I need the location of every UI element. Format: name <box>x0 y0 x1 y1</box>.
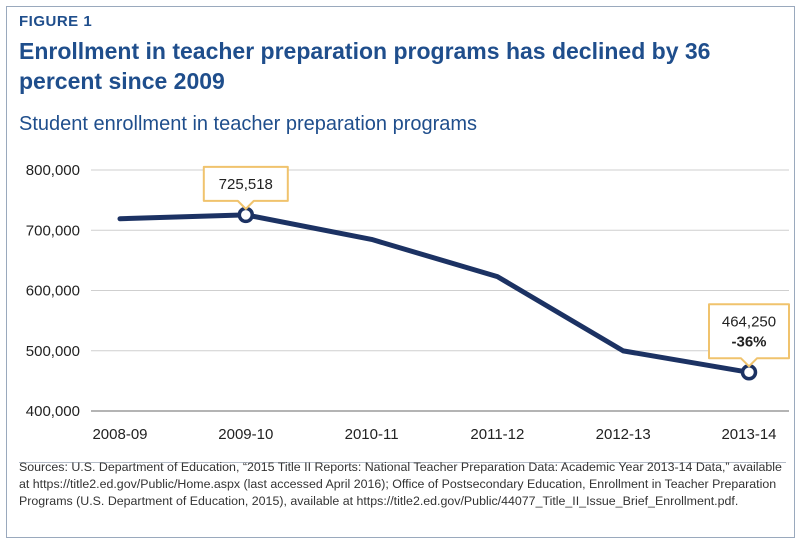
y-tick-label: 700,000 <box>26 222 80 239</box>
data-point-marker <box>740 364 758 381</box>
y-tick-label: 800,000 <box>26 162 80 179</box>
callout-box <box>202 165 289 210</box>
y-tick-label: 500,000 <box>26 343 80 360</box>
callout-value: 725,518 <box>219 176 273 193</box>
chart-subtitle: Student enrollment in teacher preparatio… <box>19 113 478 135</box>
series-line-enrollment <box>117 212 752 375</box>
figure-frame <box>6 6 795 538</box>
y-tick-label: 600,000 <box>26 283 80 300</box>
callout-percent-change: -36% <box>731 333 766 350</box>
callout-box <box>708 303 790 368</box>
x-tick-label: 2011-12 <box>470 426 524 443</box>
data-point-marker <box>237 206 255 224</box>
x-tick-label: 2008-09 <box>92 426 147 443</box>
source-note: Sources: U.S. Department of Education, “… <box>19 460 782 508</box>
figure-label: FIGURE 1 <box>19 13 93 30</box>
callout-value: 464,250 <box>722 313 776 330</box>
y-tick-label: 400,000 <box>26 403 80 420</box>
x-tick-label: 2012-13 <box>596 426 651 443</box>
chart-title: Enrollment in teacher preparation progra… <box>19 38 711 94</box>
x-tick-label: 2010-11 <box>345 426 399 443</box>
source-separator <box>19 462 786 463</box>
x-tick-label: 2013-14 <box>721 426 776 443</box>
x-tick-label: 2009-10 <box>218 426 273 443</box>
